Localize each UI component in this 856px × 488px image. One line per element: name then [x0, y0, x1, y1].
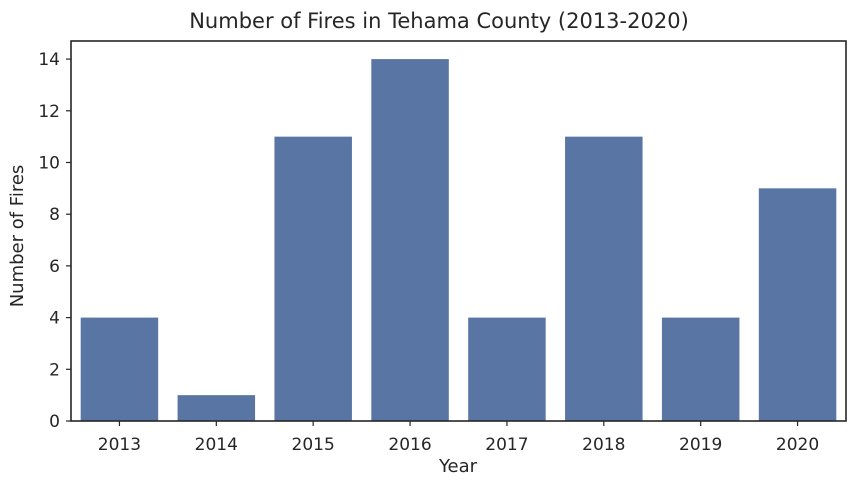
y-tick-label: 2: [49, 360, 60, 380]
y-tick-label: 10: [38, 153, 60, 173]
y-tick-label: 12: [38, 102, 60, 122]
x-axis-label: Year: [438, 456, 478, 477]
bar-2019: [661, 317, 740, 421]
bar-2017: [468, 317, 546, 421]
x-tick-label: 2014: [195, 435, 238, 455]
x-tick-label: 2019: [679, 435, 722, 455]
x-tick-label: 2018: [582, 435, 625, 455]
bars-group: [80, 59, 837, 422]
y-tick-label: 8: [49, 205, 60, 225]
x-tick-label: 2020: [776, 435, 819, 455]
bar-2020: [758, 188, 837, 421]
x-tick-label: 2016: [388, 435, 431, 455]
y-axis-label: Number of Fires: [7, 165, 28, 308]
bar-2018: [565, 136, 643, 422]
y-tick-label: 4: [49, 309, 60, 329]
y-tick-label: 0: [49, 412, 60, 432]
x-axis-ticks: 2013 2014 2015 2016 2017 2018 2019 2020: [98, 421, 819, 455]
bar-2014: [177, 395, 256, 421]
y-tick-label: 6: [49, 257, 60, 277]
plot-frame: [70, 40, 847, 422]
y-axis-ticks: 0 2 4 6 8 10 12 14: [38, 50, 71, 432]
y-tick-label: 14: [38, 50, 60, 70]
bar-2015: [274, 136, 352, 422]
bar-2016: [371, 59, 449, 421]
chart-title: Number of Fires in Tehama County (2013-2…: [189, 9, 689, 33]
x-tick-label: 2013: [98, 435, 141, 455]
bar-2013: [80, 317, 159, 421]
x-tick-label: 2015: [292, 435, 335, 455]
x-tick-label: 2017: [485, 435, 528, 455]
